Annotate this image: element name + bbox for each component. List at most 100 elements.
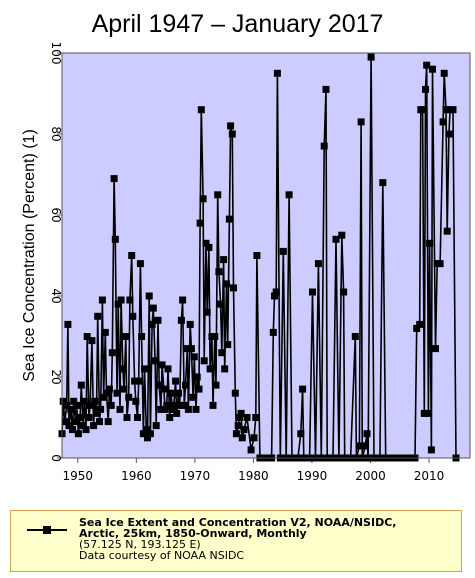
- data-point: [120, 385, 128, 393]
- data-point: [187, 345, 195, 353]
- data-point: [196, 219, 204, 227]
- data-point: [135, 377, 143, 385]
- data-point: [220, 256, 228, 264]
- data-point: [424, 409, 432, 417]
- y-tick-label: 100: [49, 42, 63, 65]
- data-point: [101, 328, 109, 336]
- data-point: [189, 393, 197, 401]
- data-point: [176, 401, 184, 409]
- data-point: [96, 418, 103, 426]
- data-point: [122, 333, 130, 340]
- data-point: [72, 418, 79, 426]
- data-point: [61, 418, 69, 426]
- data-point: [161, 405, 169, 413]
- data-point: [160, 385, 168, 393]
- data-point: [338, 231, 346, 239]
- data-point: [146, 430, 154, 438]
- legend-line-3: (57.125 N, 193.125 E): [79, 538, 201, 551]
- data-point: [91, 397, 99, 405]
- data-point: [73, 401, 81, 409]
- data-point: [175, 389, 182, 397]
- data-point: [59, 397, 67, 405]
- data-point: [231, 389, 239, 397]
- data-point: [230, 284, 237, 292]
- data-point: [273, 69, 281, 77]
- chart-title: April 1947 – January 2017: [91, 10, 384, 38]
- data-point: [155, 381, 163, 389]
- data-point: [206, 365, 214, 373]
- data-point: [74, 430, 82, 438]
- data-point: [355, 442, 363, 450]
- data-point: [145, 292, 153, 300]
- data-point: [69, 426, 76, 434]
- data-point: [190, 353, 198, 361]
- data-point: [320, 142, 328, 150]
- legend-swatch: [27, 525, 67, 535]
- data-point: [173, 409, 181, 417]
- y-tick-label: 60: [49, 207, 63, 222]
- data-point: [419, 106, 427, 114]
- data-point: [111, 235, 119, 243]
- plot-area: [62, 53, 470, 458]
- data-point: [104, 418, 112, 426]
- legend-line-4: Data courtesy of NOAA NSIDC: [79, 549, 245, 562]
- data-point: [97, 405, 105, 413]
- data-point: [125, 393, 133, 401]
- data-point: [322, 85, 330, 93]
- x-tick-label: 1950: [63, 469, 94, 483]
- data-point: [180, 401, 188, 409]
- x-tick-label: 1980: [238, 469, 269, 483]
- data-point: [237, 409, 245, 417]
- data-point: [144, 434, 151, 442]
- x-tick-label: 1960: [121, 469, 152, 483]
- data-point: [132, 397, 140, 405]
- data-point: [131, 377, 139, 385]
- data-point: [367, 53, 375, 61]
- data-point: [351, 333, 359, 340]
- data-point: [117, 296, 125, 304]
- data-point: [98, 296, 106, 304]
- data-point: [218, 349, 226, 357]
- data-point: [443, 227, 451, 235]
- y-axis-label: Sea Ice Concentration (Percent) (1): [21, 129, 38, 382]
- data-point: [85, 414, 93, 421]
- y-tick-label: 40: [49, 288, 63, 303]
- data-point: [314, 260, 322, 268]
- data-point: [93, 409, 100, 417]
- data-point: [299, 385, 307, 393]
- data-point: [177, 316, 185, 324]
- data-point: [436, 260, 444, 268]
- data-point: [82, 426, 90, 434]
- data-point: [221, 365, 229, 373]
- legend-text: Sea Ice Extent and Concentration V2, NOA…: [79, 517, 396, 561]
- data-point: [449, 106, 457, 114]
- data-point: [202, 239, 210, 247]
- data-point: [211, 333, 219, 340]
- x-axis: 1950 1960 1970 1980 1990 2000 2010: [63, 458, 444, 483]
- data-point: [195, 385, 203, 393]
- data-point: [172, 377, 180, 385]
- data-point: [285, 191, 293, 199]
- data-point: [151, 357, 159, 365]
- data-point: [209, 401, 217, 409]
- data-point: [205, 243, 213, 251]
- y-axis: 0 20 40 60 80 100: [49, 42, 63, 462]
- data-point: [423, 61, 431, 69]
- data-point: [440, 69, 448, 77]
- data-point: [184, 405, 192, 413]
- data-point: [309, 288, 316, 296]
- data-point: [297, 430, 305, 438]
- data-point: [134, 414, 141, 421]
- data-point: [163, 401, 171, 409]
- data-point: [148, 320, 156, 328]
- data-point: [119, 365, 127, 373]
- x-tick-label: 2000: [355, 469, 386, 483]
- data-point: [70, 397, 78, 405]
- data-point: [413, 324, 421, 332]
- data-point: [113, 389, 121, 397]
- data-point: [439, 118, 447, 126]
- data-point: [243, 414, 251, 421]
- data-point: [363, 430, 371, 438]
- data-point: [105, 385, 113, 393]
- data-point: [247, 446, 255, 454]
